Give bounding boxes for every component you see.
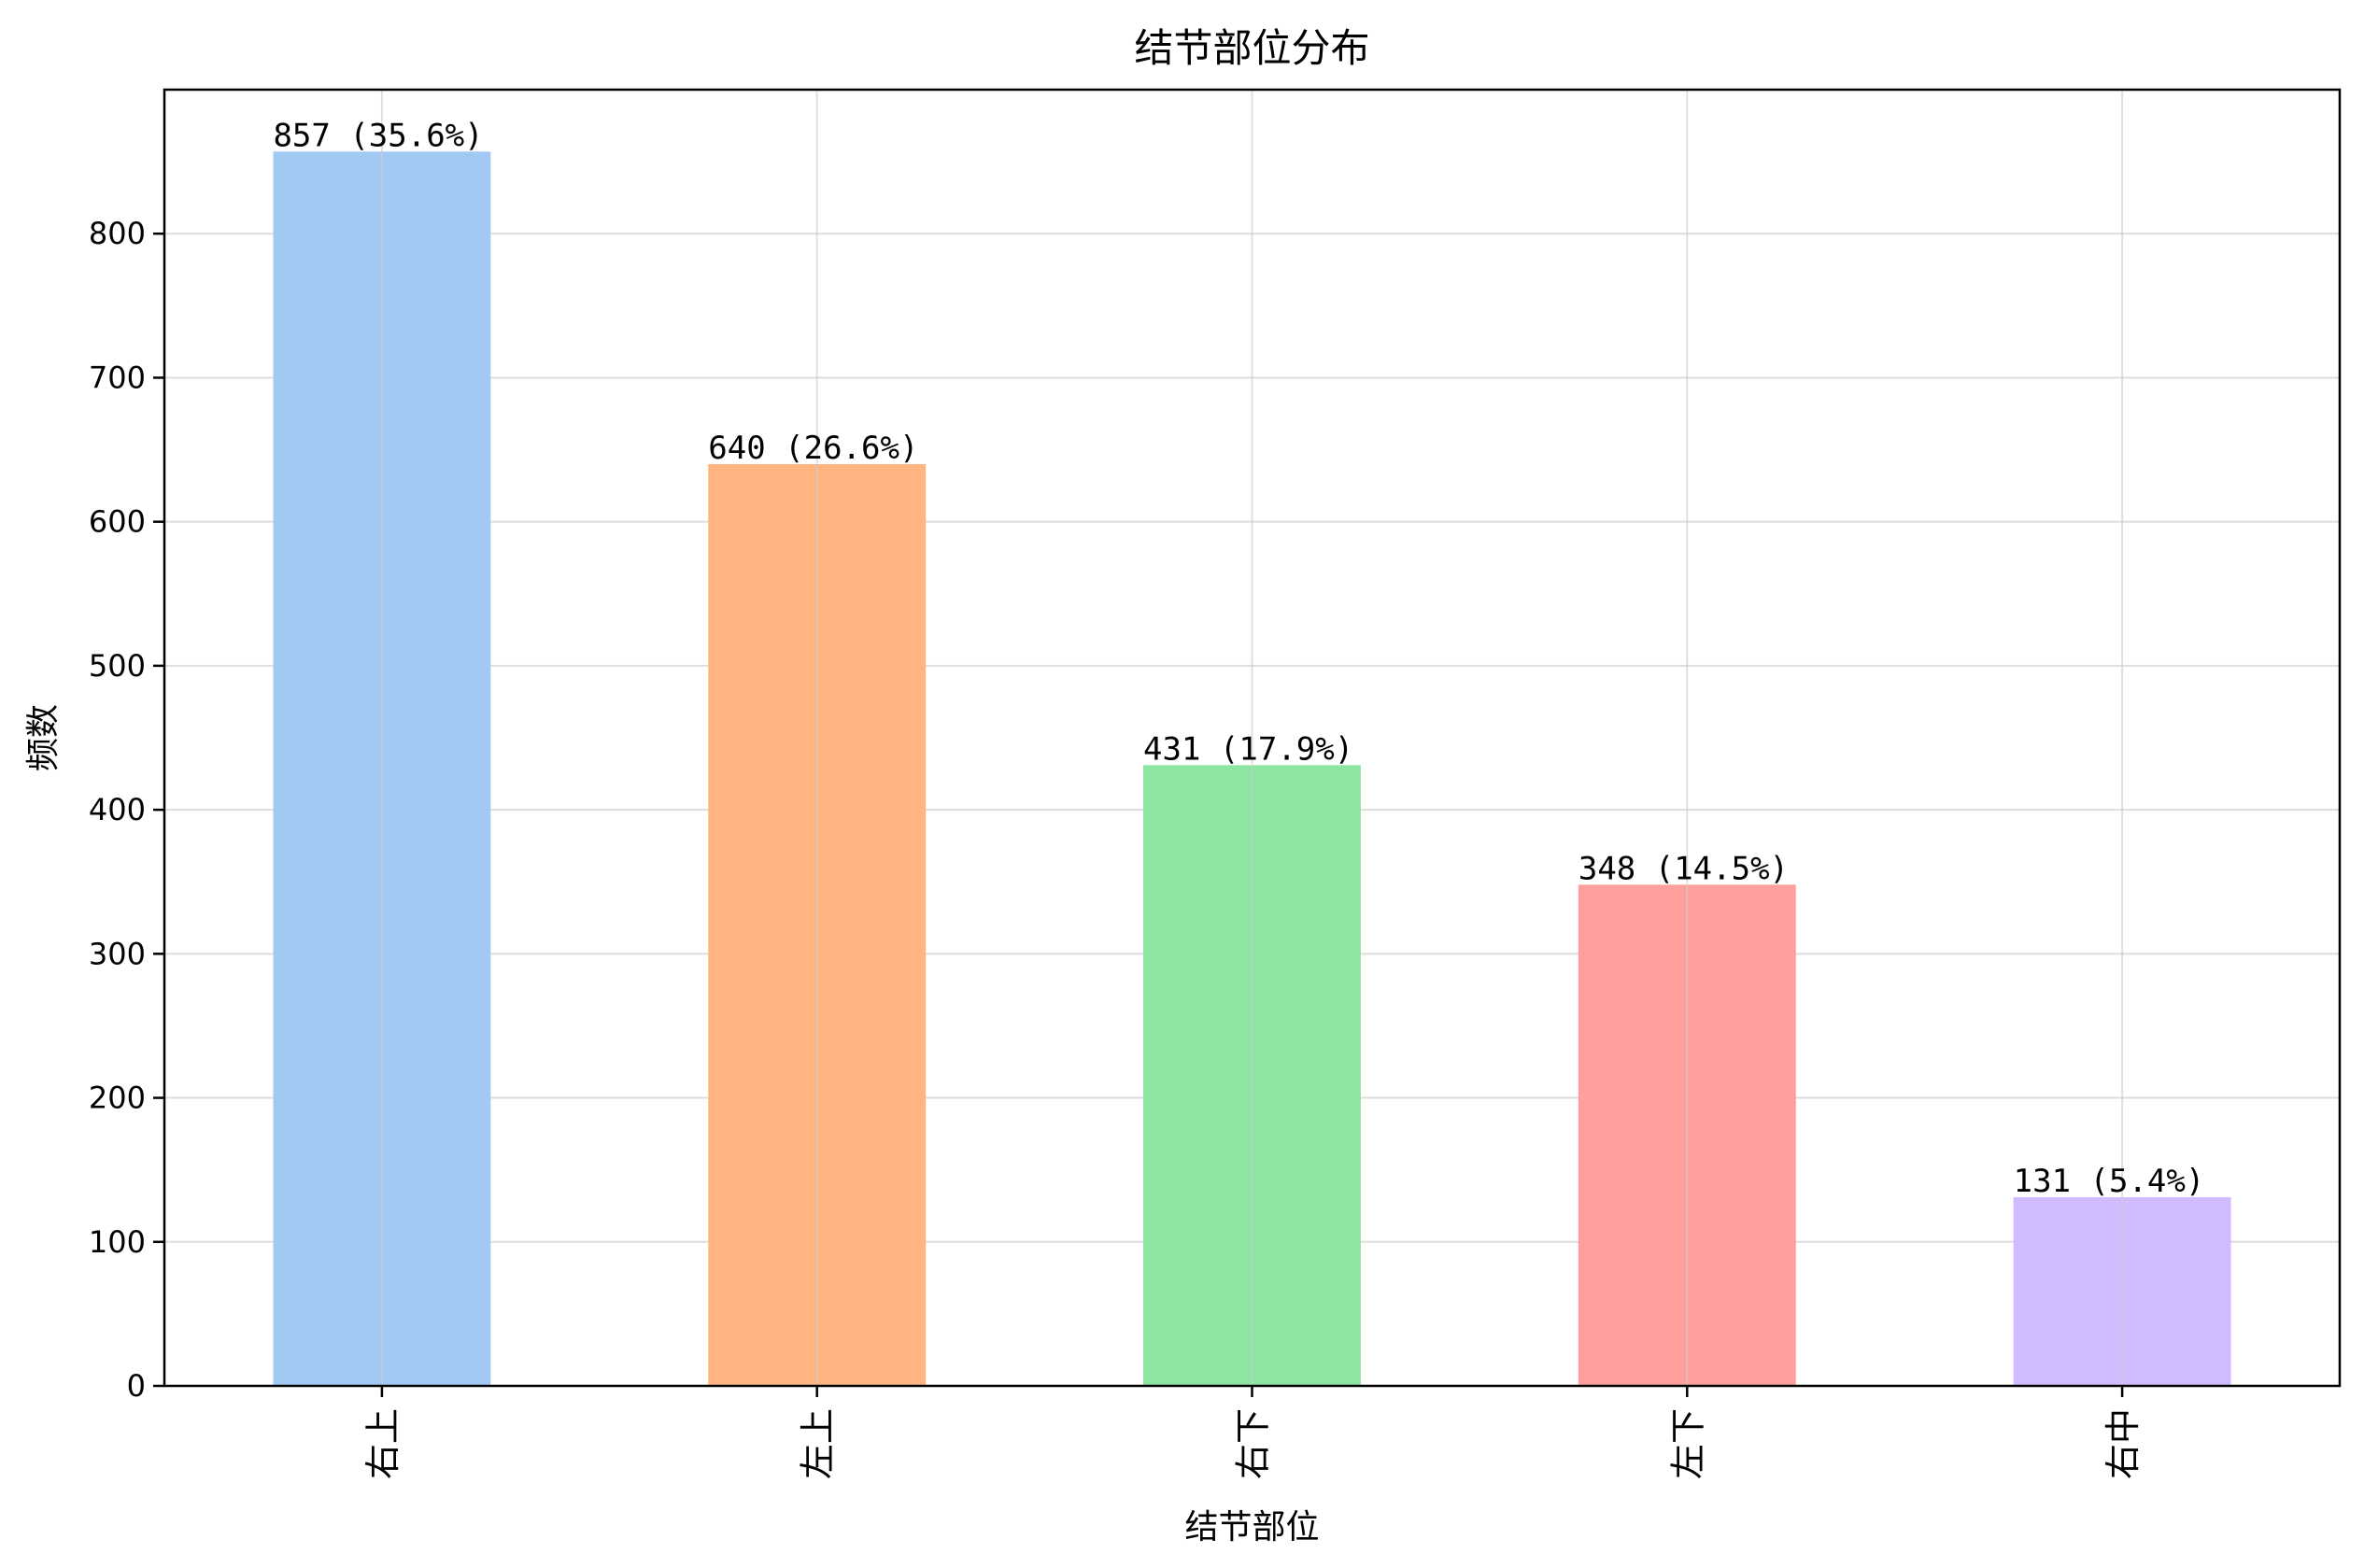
x-axis-ticks: 右上 左上 右下 左下 右中 bbox=[362, 1386, 2144, 1479]
bar-value-label: 131 (5.4%) bbox=[2014, 1163, 2205, 1200]
y-tick-label: 600 bbox=[89, 504, 146, 540]
y-axis-label: 频数 bbox=[24, 704, 63, 771]
x-axis-label: 结节部位 bbox=[1184, 1508, 1319, 1547]
y-tick-label: 300 bbox=[89, 936, 146, 971]
y-tick-label: 100 bbox=[89, 1224, 146, 1260]
vertical-grid-lines bbox=[380, 90, 2124, 1386]
chart-title: 结节部位分布 bbox=[1134, 25, 1369, 71]
x-tick-label: 右中 bbox=[2102, 1408, 2144, 1479]
x-tick-label: 左下 bbox=[1667, 1408, 1708, 1479]
y-tick-label: 0 bbox=[127, 1368, 146, 1404]
bar-value-label: 857 (35.6%) bbox=[273, 117, 483, 154]
x-tick-label: 左上 bbox=[798, 1408, 839, 1479]
y-tick-label: 400 bbox=[89, 792, 146, 827]
x-tick-label: 右上 bbox=[362, 1408, 403, 1479]
y-tick-label: 500 bbox=[89, 648, 146, 684]
y-axis-ticks: 0 100 200 300 400 500 600 700 800 bbox=[89, 216, 164, 1404]
y-tick-label: 800 bbox=[89, 216, 146, 251]
bar-value-label: 640 (26.6%) bbox=[708, 430, 918, 467]
y-tick-label: 200 bbox=[89, 1081, 146, 1116]
bar-labels: 857 (35.6%) 640 (26.6%) 431 (17.9%) 348 (14… bbox=[273, 117, 2204, 1200]
bar-value-label: 348 (14.5%) bbox=[1578, 850, 1789, 887]
x-tick-label: 右下 bbox=[1233, 1408, 1274, 1479]
bar-value-label: 431 (17.9%) bbox=[1143, 730, 1353, 768]
y-tick-label: 700 bbox=[89, 360, 146, 395]
